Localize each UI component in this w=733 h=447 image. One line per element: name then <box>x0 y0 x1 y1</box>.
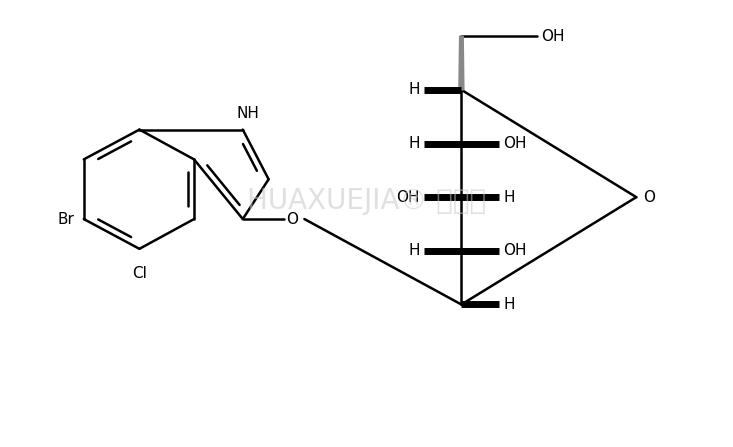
Text: OH: OH <box>503 243 526 258</box>
Text: H: H <box>408 82 420 97</box>
Text: H: H <box>408 243 420 258</box>
Text: NH: NH <box>236 105 259 121</box>
Text: H: H <box>503 190 515 205</box>
Text: O: O <box>287 211 298 227</box>
Text: OH: OH <box>541 29 564 44</box>
Text: H: H <box>503 297 515 312</box>
Text: Cl: Cl <box>132 266 147 281</box>
Text: OH: OH <box>503 136 526 151</box>
Text: Br: Br <box>58 211 75 227</box>
Text: OH: OH <box>396 190 420 205</box>
Polygon shape <box>459 36 464 90</box>
Text: HUAXUEJIA® 化学加: HUAXUEJIA® 化学加 <box>247 187 486 215</box>
Text: H: H <box>408 136 420 151</box>
Text: O: O <box>644 190 655 205</box>
